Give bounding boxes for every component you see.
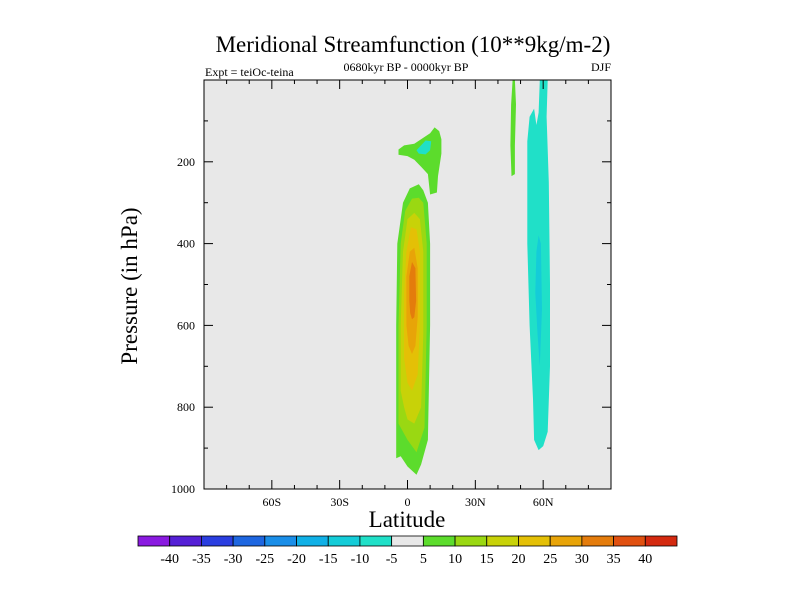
colorbar-label: 25 [543, 552, 557, 567]
colorbar-swatch [232, 535, 266, 547]
colorbar-swatch [581, 535, 614, 547]
y-tick-label: 400 [177, 237, 195, 251]
colorbar-swatch [137, 535, 171, 547]
colorbar-label: 35 [607, 552, 621, 567]
colorbar-label: 20 [512, 552, 526, 567]
colorbar-swatch [518, 535, 551, 547]
left-label: Expt = teiOc-teina [205, 65, 294, 79]
colorbar-label: -20 [287, 552, 306, 567]
center-label: 0680kyr BP - 0000kyr BP [344, 60, 469, 74]
y-tick-label: 200 [177, 155, 195, 169]
contour-regions [396, 80, 550, 475]
y-axis-title: Pressure (in hPa) [117, 207, 142, 364]
x-axis-title: Latitude [369, 507, 446, 532]
colorbar-swatch [454, 535, 488, 547]
chart-title: Meridional Streamfunction (10**9kg/m-2) [216, 32, 611, 57]
x-tick-label: 30N [465, 495, 486, 509]
colorbar-label: -35 [192, 552, 211, 567]
x-tick-label: 60S [262, 495, 281, 509]
colorbar-label: -15 [319, 552, 338, 567]
x-tick-label: 0 [405, 495, 411, 509]
colorbar-swatch [201, 535, 234, 547]
colorbar-label: -5 [386, 552, 398, 567]
colorbar-swatch [391, 535, 424, 547]
colorbar-swatch [613, 535, 646, 547]
colorbar-swatch [549, 535, 583, 547]
y-tick-label: 1000 [171, 482, 195, 496]
colorbar-swatch [327, 535, 361, 547]
colorbar-swatch [264, 535, 297, 547]
contour-region-northern-cell-strip [510, 80, 516, 177]
colorbar-swatch [359, 535, 393, 547]
y-tick-label: 600 [177, 318, 195, 332]
colorbar-label: -40 [160, 552, 179, 567]
colorbar-swatch [296, 535, 329, 547]
right-label: DJF [591, 60, 611, 74]
colorbar-swatch [422, 535, 456, 547]
colorbar-swatch [169, 535, 202, 547]
y-tick-label: 800 [177, 400, 195, 414]
colorbar-label: -25 [255, 552, 274, 567]
colorbar-label: 5 [420, 552, 427, 567]
colorbar-label: -10 [351, 552, 370, 567]
colorbar-swatch [486, 535, 519, 547]
colorbar-label: 10 [448, 552, 462, 567]
contour-region-upper-tropics-inner [416, 140, 432, 155]
colorbar-label: 30 [575, 552, 589, 567]
contour-region-tropical-cell-bin-30-35 [409, 262, 417, 320]
colorbar-label: 15 [480, 552, 494, 567]
colorbar-label: -30 [224, 552, 243, 567]
axis-ticks: 60S 30S 0 30N 60N 200 400 600 800 1000 [171, 80, 611, 509]
colorbar-label: 40 [638, 552, 652, 567]
colorbar: -40 -35 -30 -25 -20 -15 -10 -5 5 10 15 20 25 30 35 40 [137, 535, 678, 567]
x-tick-label: 60N [533, 495, 554, 509]
contour-region-northern-cell-bin--10--15 [535, 235, 542, 367]
x-tick-label: 30S [330, 495, 349, 509]
colorbar-swatch [644, 535, 678, 547]
